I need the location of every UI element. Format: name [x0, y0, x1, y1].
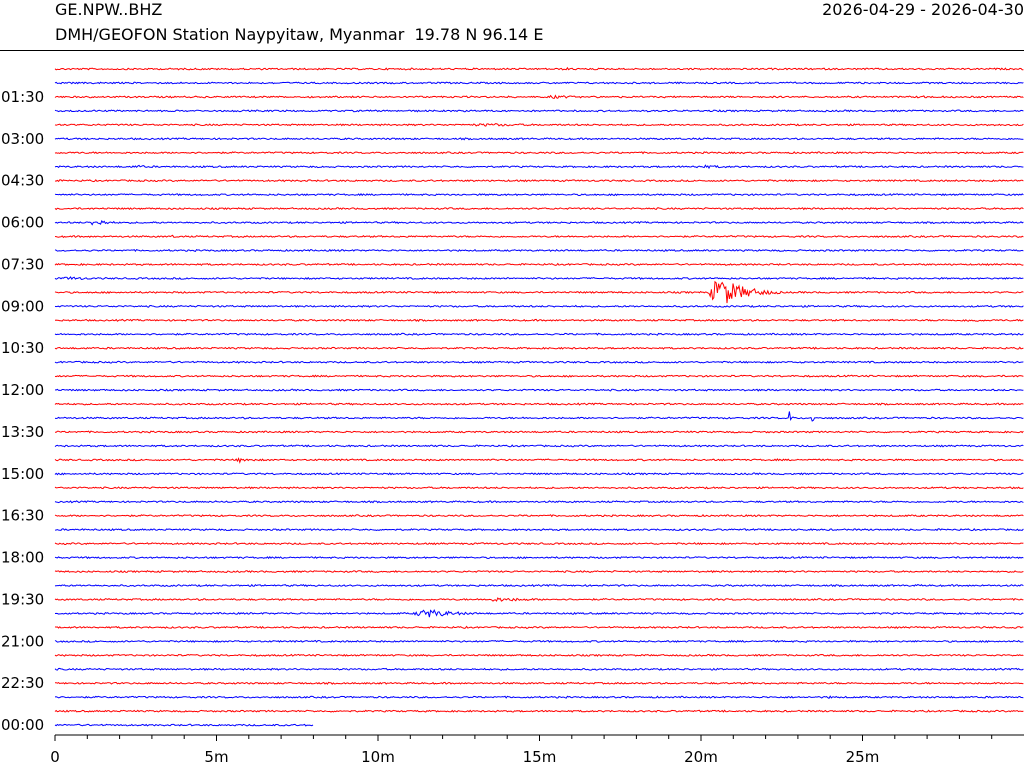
- trace-row-25: [54, 411, 1024, 422]
- y-tick-label: 01:30: [1, 88, 44, 106]
- trace-row-3: [54, 109, 1024, 113]
- trace-row-27: [54, 444, 1024, 448]
- y-tick-label: 22:30: [1, 674, 44, 692]
- y-tick-label: 07:30: [1, 255, 44, 273]
- y-tick-label: 00:00: [1, 716, 44, 734]
- trace-row-34: [54, 542, 1024, 546]
- y-tick-label: 19:30: [1, 590, 44, 608]
- trace-row-46: [54, 709, 1024, 713]
- header-divider: [0, 50, 1024, 51]
- trace-row-0: [54, 66, 1024, 71]
- station-description: DMH/GEOFON Station Naypyitaw, Myanmar 19…: [55, 25, 544, 44]
- trace-row-13: [54, 248, 1024, 253]
- y-tick-label: 09:00: [1, 297, 44, 315]
- trace-row-5: [54, 137, 1024, 141]
- y-tick-label: 12:00: [1, 381, 44, 399]
- trace-row-22: [54, 374, 1024, 378]
- x-tick-label: 15m: [523, 748, 557, 766]
- y-tick-label: 13:30: [1, 423, 44, 441]
- trace-row-24: [54, 402, 1024, 406]
- trace-row-9: [54, 192, 1024, 197]
- trace-row-42: [54, 653, 1024, 657]
- trace-row-45: [54, 695, 1024, 699]
- x-tick-label: 20m: [684, 748, 718, 766]
- trace-row-36: [54, 570, 1024, 574]
- y-tick-label: 16:30: [1, 507, 44, 525]
- trace-row-40: [54, 625, 1024, 630]
- trace-row-37: [54, 583, 1024, 588]
- trace-row-1: [54, 81, 1024, 85]
- trace-row-8: [54, 178, 1024, 183]
- trace-row-41: [54, 639, 1024, 643]
- trace-row-14: [54, 262, 1024, 267]
- trace-row-33: [54, 527, 1024, 532]
- trace-rows: [54, 66, 1024, 727]
- trace-row-11: [54, 219, 1024, 226]
- y-tick-label: 10:30: [1, 339, 44, 357]
- trace-row-17: [54, 304, 1024, 308]
- trace-row-29: [54, 472, 1024, 476]
- trace-row-6: [54, 151, 1024, 155]
- trace-row-16: [54, 280, 1024, 304]
- trace-row-10: [54, 206, 1024, 211]
- trace-row-47: [54, 723, 314, 727]
- trace-row-28: [54, 457, 1024, 464]
- trace-row-43: [54, 667, 1024, 671]
- x-tick-label: 5m: [204, 748, 228, 766]
- x-axis: 0 5m 10m 15m 20m 25m: [50, 734, 1024, 766]
- trace-row-23: [54, 388, 1024, 392]
- y-tick-label: 15:00: [1, 465, 44, 483]
- date-range: 2026-04-29 - 2026-04-30: [822, 0, 1024, 19]
- trace-row-18: [54, 318, 1024, 322]
- x-tick-label: 0: [50, 748, 60, 766]
- x-tick-label: 10m: [361, 748, 395, 766]
- y-axis: 01:30 03:00 04:30 06:00 07:30 09:00 10:30 12:00…: [1, 88, 44, 734]
- trace-row-2: [54, 94, 1024, 99]
- trace-row-30: [54, 486, 1024, 490]
- trace-row-7: [54, 164, 1024, 170]
- trace-row-32: [54, 514, 1024, 518]
- trace-row-4: [54, 123, 1024, 127]
- trace-row-12: [54, 234, 1024, 239]
- trace-row-44: [54, 681, 1024, 685]
- trace-row-21: [54, 360, 1024, 364]
- trace-row-26: [55, 430, 1024, 434]
- trace-row-20: [54, 346, 1024, 350]
- trace-row-31: [54, 500, 1024, 504]
- y-tick-label: 18:00: [1, 549, 44, 567]
- y-tick-label: 06:00: [1, 214, 44, 232]
- trace-row-35: [54, 556, 1024, 560]
- trace-row-39: [54, 609, 1024, 618]
- station-code: GE.NPW..BHZ: [55, 0, 163, 19]
- trace-row-38: [54, 597, 1024, 602]
- y-tick-label: 03:00: [1, 130, 44, 148]
- trace-row-15: [54, 276, 1024, 281]
- trace-row-19: [54, 332, 1024, 336]
- x-tick-label: 25m: [846, 748, 880, 766]
- y-tick-label: 21:00: [1, 632, 44, 650]
- y-tick-label: 04:30: [1, 172, 44, 190]
